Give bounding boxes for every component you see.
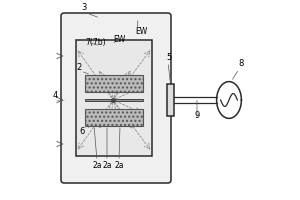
Text: EW: EW — [113, 36, 125, 45]
Text: 5: 5 — [167, 53, 172, 62]
Text: 3: 3 — [81, 2, 87, 11]
FancyBboxPatch shape — [61, 13, 171, 183]
Text: 2: 2 — [76, 64, 82, 72]
Text: 8: 8 — [238, 60, 244, 68]
Text: 4: 4 — [52, 92, 58, 100]
Text: 9: 9 — [194, 112, 200, 120]
Bar — [85, 99, 143, 101]
Bar — [85, 109, 143, 126]
Text: 2a: 2a — [102, 160, 112, 170]
Text: 2a: 2a — [92, 160, 102, 170]
Text: 7(7b): 7(7b) — [86, 38, 106, 46]
Bar — [85, 75, 143, 92]
Bar — [76, 40, 152, 156]
Text: 2a: 2a — [114, 160, 124, 170]
Text: 6: 6 — [79, 128, 85, 136]
Bar — [167, 84, 174, 116]
Text: EW: EW — [135, 27, 147, 36]
